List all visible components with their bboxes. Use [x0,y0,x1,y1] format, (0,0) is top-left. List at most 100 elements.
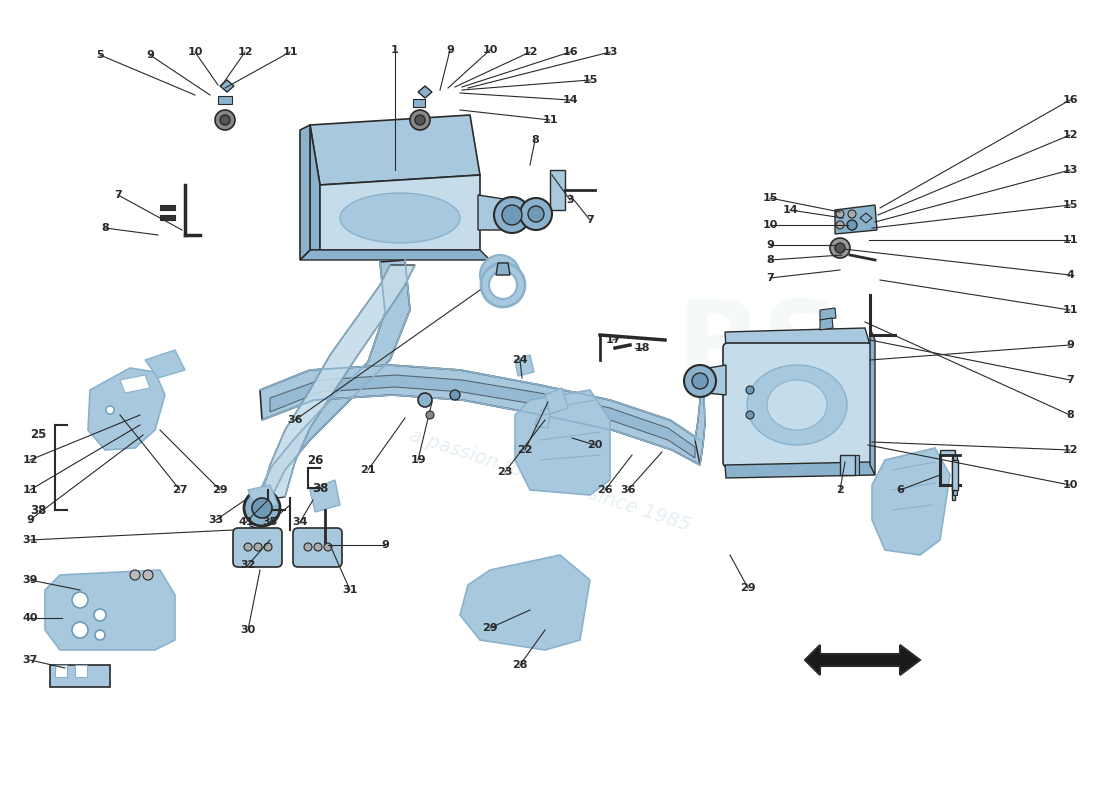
Text: 41: 41 [239,517,254,527]
Text: 31: 31 [22,535,37,545]
Polygon shape [697,365,726,395]
Text: 15: 15 [582,75,597,85]
Circle shape [847,220,857,230]
Polygon shape [88,368,165,450]
Text: 33: 33 [208,515,223,525]
Text: 27: 27 [173,485,188,495]
Text: 31: 31 [342,585,358,595]
Circle shape [520,198,552,230]
Circle shape [106,406,114,414]
Text: 36: 36 [287,415,303,425]
Polygon shape [805,645,920,675]
Text: 18: 18 [635,343,650,353]
Text: 9: 9 [1066,340,1074,350]
Polygon shape [725,328,870,348]
Text: 34: 34 [293,517,308,527]
Polygon shape [160,205,175,210]
Circle shape [835,243,845,253]
Circle shape [252,498,272,518]
Circle shape [220,115,230,125]
Text: 7: 7 [586,215,594,225]
Polygon shape [872,448,950,555]
Bar [855,455,859,475]
Text: 10: 10 [187,47,202,57]
Text: 8: 8 [766,255,774,265]
Circle shape [746,411,754,419]
Text: 29: 29 [212,485,228,495]
Text: 15: 15 [762,193,778,203]
Text: 9: 9 [447,45,454,55]
Polygon shape [260,265,415,500]
Circle shape [494,197,530,233]
Text: 14: 14 [782,205,797,215]
Text: 9: 9 [26,515,34,525]
Text: 24: 24 [513,355,528,365]
Circle shape [481,263,525,307]
Text: 16: 16 [562,47,578,57]
Circle shape [244,543,252,551]
Text: 13: 13 [1063,165,1078,175]
Circle shape [836,221,844,229]
Circle shape [143,570,153,580]
Text: 28: 28 [513,660,528,670]
Circle shape [836,210,844,218]
Polygon shape [725,462,874,478]
Polygon shape [460,555,590,650]
Polygon shape [300,250,490,260]
Text: 40: 40 [22,613,37,623]
Circle shape [848,210,856,218]
FancyBboxPatch shape [723,343,872,467]
Text: 20: 20 [587,440,603,450]
Circle shape [410,110,430,130]
Bar [412,99,425,107]
Circle shape [264,543,272,551]
Text: 4: 4 [1066,270,1074,280]
Circle shape [314,543,322,551]
Text: 3: 3 [566,195,574,205]
Polygon shape [310,480,340,512]
Text: 19: 19 [410,455,426,465]
Circle shape [254,543,262,551]
Polygon shape [535,414,550,428]
Polygon shape [515,355,534,376]
Circle shape [502,205,522,225]
Bar [953,455,957,495]
Circle shape [426,411,434,419]
Bar [55,665,67,677]
Text: 14: 14 [562,95,578,105]
Polygon shape [840,455,855,475]
Polygon shape [528,200,544,228]
Text: 11: 11 [1063,235,1078,245]
Polygon shape [860,213,872,223]
Text: 21: 21 [361,465,376,475]
Ellipse shape [767,380,827,430]
Text: 26: 26 [307,454,323,466]
Circle shape [94,609,106,621]
Ellipse shape [340,193,460,243]
Circle shape [304,543,312,551]
Circle shape [692,373,708,389]
Polygon shape [940,450,955,500]
Text: 38: 38 [30,503,46,517]
Ellipse shape [747,365,847,445]
Polygon shape [310,125,320,250]
Text: 9: 9 [146,50,154,60]
Text: 5: 5 [96,50,103,60]
Text: 38: 38 [311,482,328,494]
Polygon shape [120,375,150,393]
Circle shape [450,390,460,400]
Polygon shape [515,390,611,495]
Text: 11: 11 [22,485,37,495]
Polygon shape [695,370,705,465]
Text: 7: 7 [766,273,774,283]
Text: 25: 25 [30,429,46,442]
Polygon shape [220,80,234,92]
Text: 9: 9 [766,240,774,250]
Text: 10: 10 [482,45,497,55]
Text: 9: 9 [381,540,389,550]
Text: 30: 30 [241,625,255,635]
Circle shape [418,393,432,407]
Polygon shape [145,350,185,378]
Text: 11: 11 [1063,305,1078,315]
FancyBboxPatch shape [293,528,342,567]
